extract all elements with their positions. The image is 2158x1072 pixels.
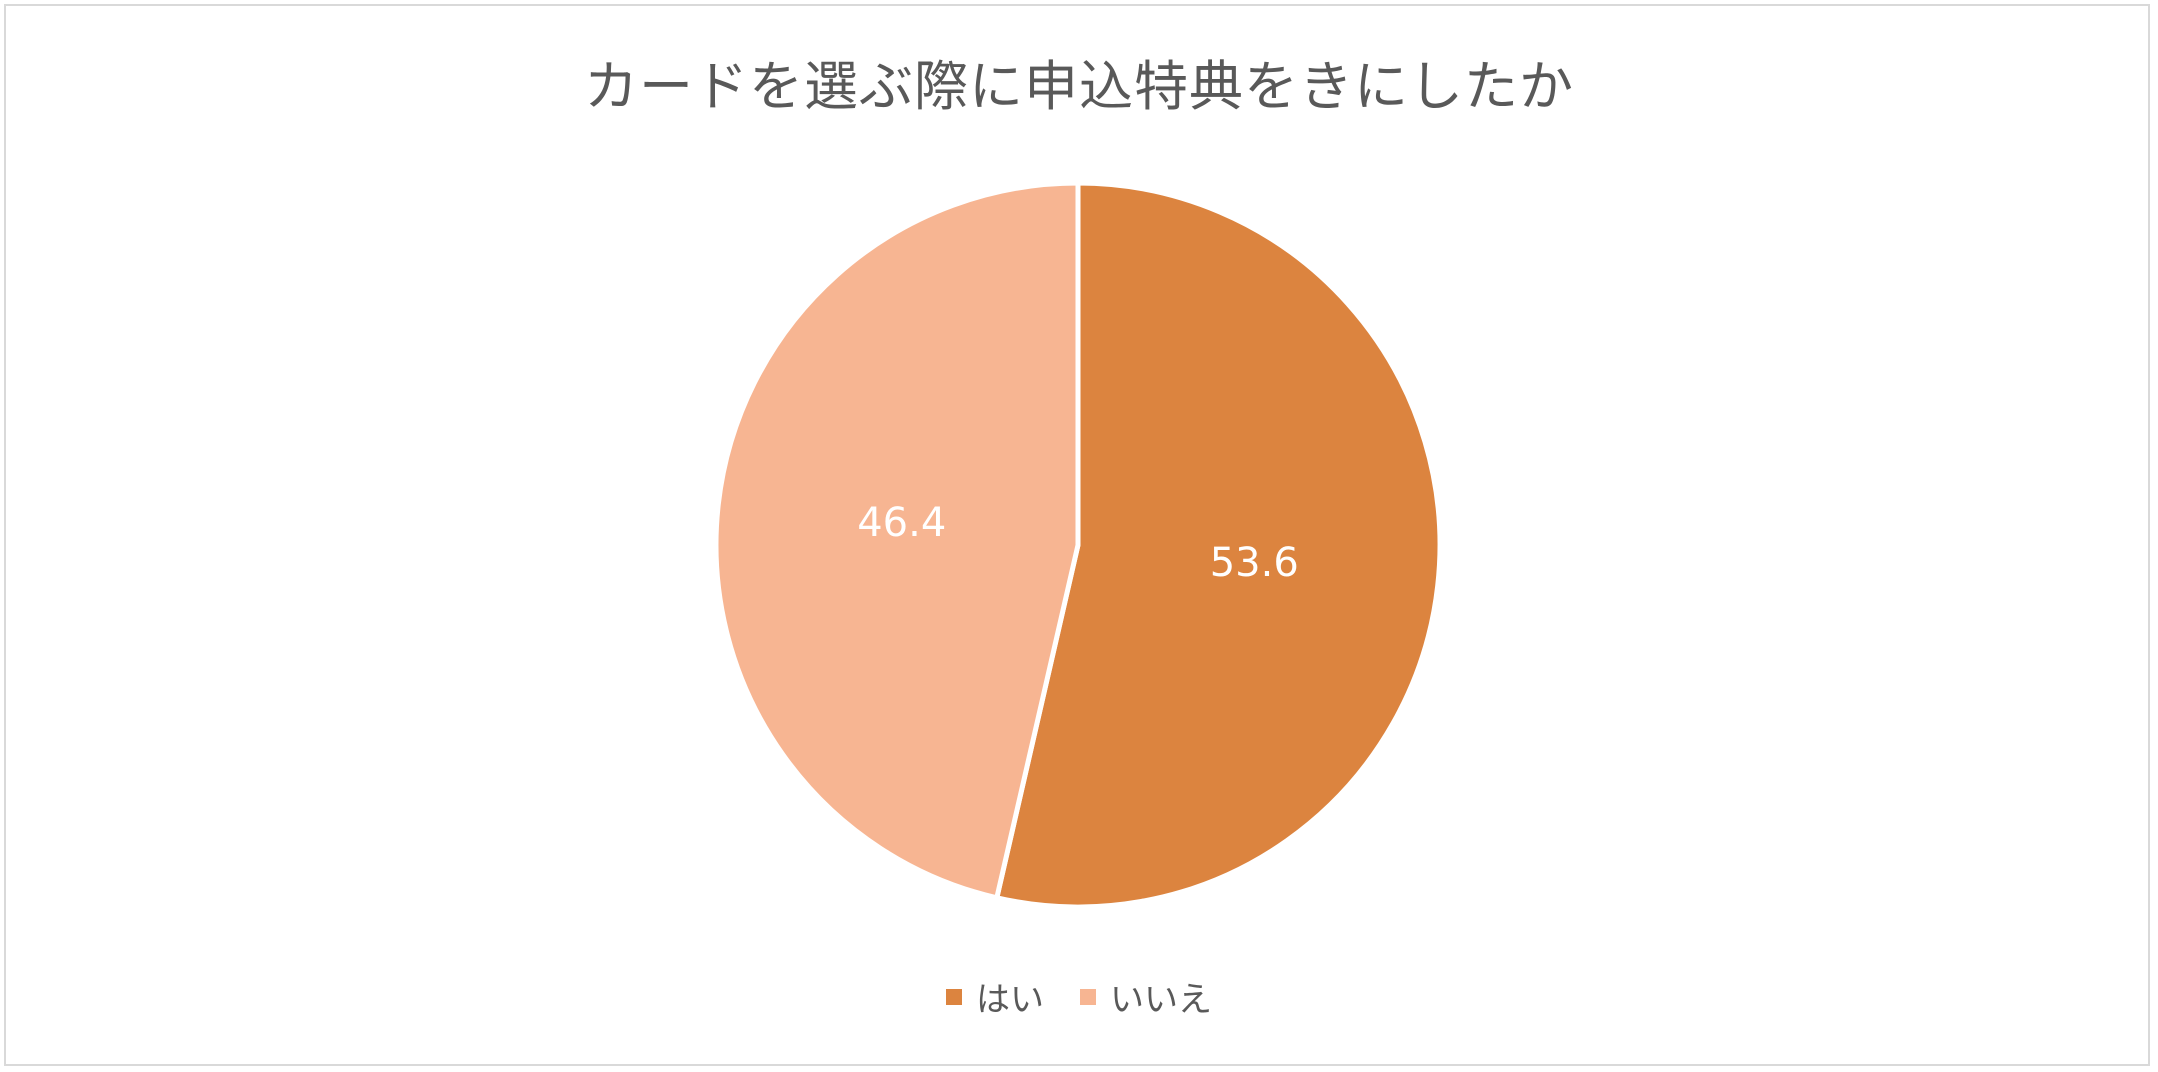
legend-item-no[interactable]: いいえ bbox=[1080, 972, 1212, 1021]
pie-slices bbox=[713, 180, 1443, 910]
data-label-no: 46.4 bbox=[857, 500, 946, 546]
data-label-yes: 53.6 bbox=[1210, 540, 1299, 586]
legend-label-yes: はい bbox=[976, 980, 1044, 1020]
legend-item-yes[interactable]: はい bbox=[946, 972, 1044, 1021]
pie-slice-no[interactable] bbox=[713, 180, 1081, 901]
legend-label-no: いいえ bbox=[1110, 980, 1212, 1020]
chart-legend: はい いいえ bbox=[0, 972, 2158, 1021]
pie-slice-yes[interactable] bbox=[994, 180, 1443, 910]
legend-swatch-yes bbox=[946, 988, 962, 1005]
pie-data-labels: 53.6 46.4 bbox=[857, 500, 1299, 586]
legend-swatch-no bbox=[1080, 988, 1096, 1005]
chart-title: カードを選ぶ際に申込特典をきにしたか bbox=[584, 55, 1574, 118]
